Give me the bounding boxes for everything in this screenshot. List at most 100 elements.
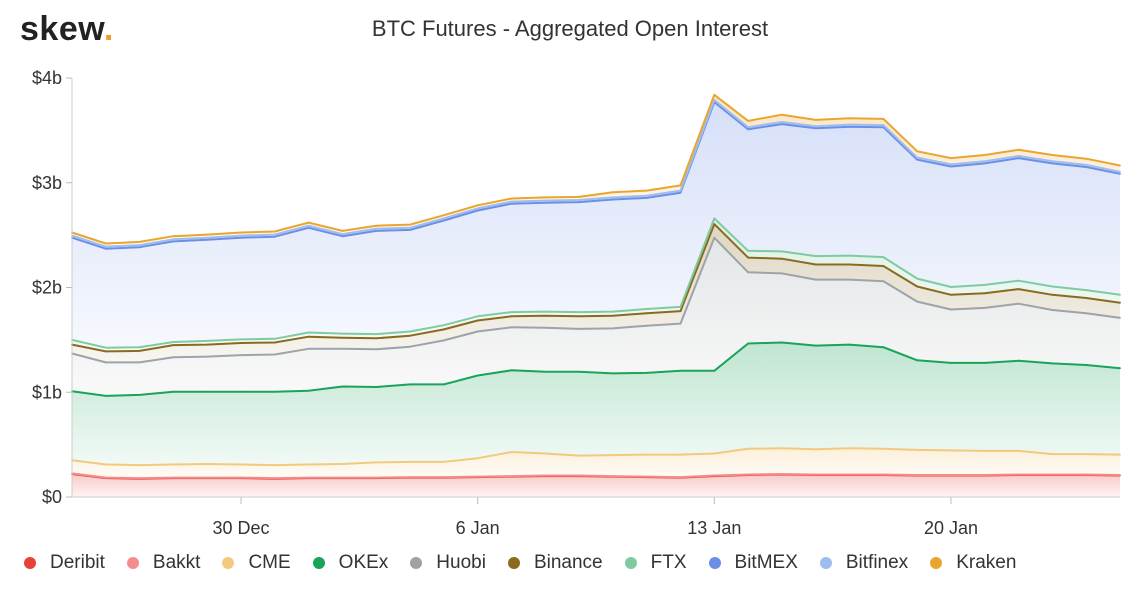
point-ftx bbox=[645, 308, 648, 310]
point-cme bbox=[409, 461, 411, 463]
point-bitmex bbox=[1051, 162, 1054, 165]
point-bakkt bbox=[713, 474, 716, 477]
point-cme bbox=[1085, 453, 1088, 455]
point-ftx bbox=[1119, 293, 1121, 296]
point-binance bbox=[1119, 301, 1121, 304]
point-bakkt bbox=[814, 473, 817, 476]
point-ftx bbox=[273, 337, 276, 340]
point-huobi bbox=[206, 355, 209, 358]
point-okex bbox=[747, 342, 749, 345]
point-bitmex bbox=[747, 128, 749, 131]
line-okex bbox=[71, 341, 1121, 397]
point-binance bbox=[747, 256, 749, 259]
area-okex bbox=[72, 342, 1120, 466]
point-ftx bbox=[1017, 279, 1020, 282]
point-cme bbox=[1051, 453, 1054, 455]
point-ftx bbox=[138, 346, 141, 349]
point-cme bbox=[1017, 450, 1020, 452]
legend-marker-icon bbox=[819, 557, 832, 569]
point-bitfinex bbox=[476, 207, 479, 210]
legend: Deribit Bakkt CME OKEx Huobi Binance FTX BitMEX… bbox=[24, 552, 1038, 574]
point-huobi bbox=[341, 347, 344, 350]
point-bitmex bbox=[409, 229, 411, 231]
point-cme bbox=[814, 448, 817, 451]
point-bitfinex bbox=[781, 121, 783, 123]
point-okex bbox=[240, 390, 242, 393]
point-huobi bbox=[510, 326, 513, 329]
point-bitmex bbox=[645, 197, 648, 199]
point-kraken bbox=[1051, 154, 1054, 156]
legend-label: Bitfinex bbox=[845, 552, 909, 573]
point-binance bbox=[510, 315, 513, 318]
legend-item-deribit[interactable]: Deribit bbox=[24, 552, 105, 574]
area-huobi bbox=[72, 237, 1120, 396]
legend-label: Binance bbox=[533, 552, 603, 573]
point-huobi bbox=[104, 361, 107, 364]
point-bitfinex bbox=[510, 200, 513, 203]
point-binance bbox=[273, 341, 276, 344]
point-bitfinex bbox=[273, 233, 276, 236]
point-huobi bbox=[578, 328, 580, 330]
point-okex bbox=[882, 346, 885, 349]
point-bitmex bbox=[375, 230, 378, 232]
point-cme bbox=[138, 464, 141, 466]
legend-item-kraken[interactable]: Kraken bbox=[930, 552, 1016, 574]
point-ftx bbox=[713, 217, 716, 220]
x-tick-label: 20 Jan bbox=[924, 518, 978, 538]
point-kraken bbox=[104, 242, 107, 245]
point-okex bbox=[476, 374, 479, 377]
point-bitmex bbox=[1017, 157, 1020, 160]
legend-item-ftx[interactable]: FTX bbox=[624, 552, 687, 574]
point-bitmex bbox=[1085, 166, 1088, 168]
line-binance bbox=[71, 223, 1121, 353]
point-kraken bbox=[882, 118, 885, 120]
legend-item-bitfinex[interactable]: Bitfinex bbox=[819, 552, 909, 574]
point-cme bbox=[578, 454, 580, 457]
line-kraken bbox=[71, 93, 1121, 245]
point-okex bbox=[443, 383, 445, 386]
legend-item-cme[interactable]: CME bbox=[222, 552, 291, 574]
point-bitfinex bbox=[375, 227, 378, 230]
point-cme bbox=[781, 447, 783, 450]
point-cme bbox=[916, 449, 919, 451]
point-bakkt bbox=[983, 474, 986, 476]
point-ftx bbox=[814, 255, 817, 257]
legend-label: Kraken bbox=[956, 552, 1017, 573]
point-binance bbox=[882, 265, 885, 267]
legend-marker-icon bbox=[222, 557, 235, 569]
point-bitfinex bbox=[1085, 164, 1088, 166]
point-bakkt bbox=[307, 476, 310, 479]
point-kraken bbox=[916, 150, 919, 153]
line-huobi bbox=[71, 236, 1121, 364]
chart-title: BTC Futures - Aggregated Open Interest bbox=[371, 16, 769, 41]
point-cme bbox=[679, 453, 682, 456]
point-bitmex bbox=[950, 165, 952, 168]
legend-item-bitmex[interactable]: BitMEX bbox=[708, 552, 798, 574]
point-okex bbox=[206, 390, 209, 393]
y-tick-label: $1b bbox=[32, 382, 62, 402]
point-bitfinex bbox=[814, 125, 817, 128]
point-binance bbox=[679, 310, 682, 312]
point-cme bbox=[645, 453, 648, 456]
point-bakkt bbox=[781, 473, 783, 475]
point-binance bbox=[612, 314, 614, 317]
legend-item-okex[interactable]: OKEx bbox=[312, 552, 388, 574]
point-binance bbox=[645, 312, 648, 315]
point-ftx bbox=[409, 330, 411, 333]
point-bakkt bbox=[1051, 473, 1054, 476]
legend-item-huobi[interactable]: Huobi bbox=[410, 552, 486, 574]
point-ftx bbox=[443, 324, 445, 327]
area-bitmex bbox=[72, 102, 1120, 348]
legend-item-binance[interactable]: Binance bbox=[507, 552, 603, 574]
legend-item-bakkt[interactable]: Bakkt bbox=[126, 552, 200, 574]
point-binance bbox=[916, 285, 919, 288]
point-cme bbox=[950, 449, 952, 452]
legend-marker-icon bbox=[708, 557, 721, 569]
point-bitfinex bbox=[104, 245, 107, 248]
point-bakkt bbox=[273, 477, 276, 479]
legend-marker-icon bbox=[624, 557, 637, 569]
point-bitfinex bbox=[1119, 170, 1121, 173]
point-binance bbox=[138, 350, 141, 352]
point-bitfinex bbox=[848, 123, 851, 126]
point-ftx bbox=[848, 254, 851, 257]
